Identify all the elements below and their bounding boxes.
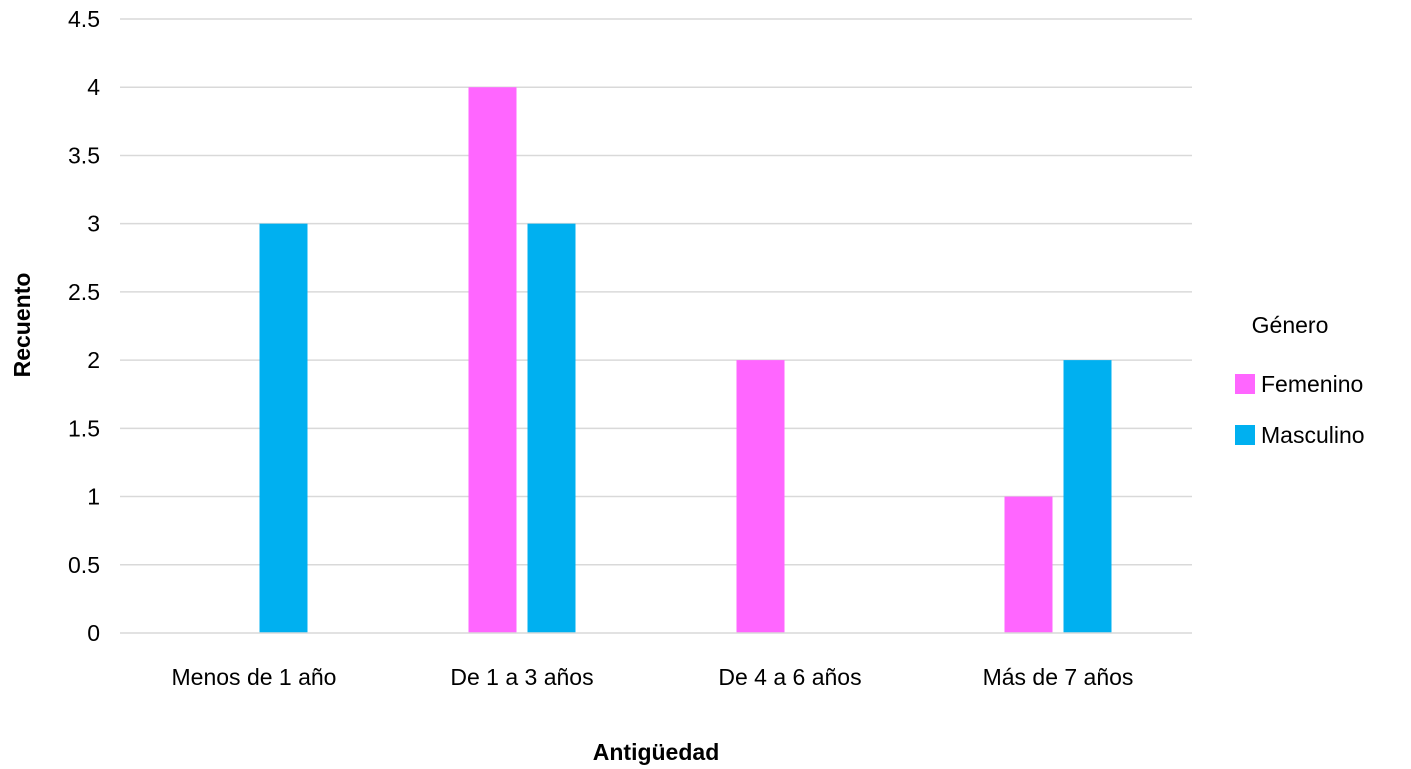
x-tick-label: Más de 7 años: [983, 664, 1134, 690]
legend-label-masculino: Masculino: [1261, 422, 1365, 448]
y-tick-label: 3.5: [68, 142, 100, 168]
legend-title: Género: [1252, 312, 1329, 338]
y-axis-ticks: 0 0.5 1 1.5 2 2.5 3 3.5 4 4.5: [68, 6, 100, 646]
legend-swatch-masculino: [1235, 425, 1255, 445]
y-tick-label: 2: [87, 347, 100, 373]
x-axis-title: Antigüedad: [593, 739, 720, 765]
y-tick-label: 3: [87, 211, 100, 237]
bars: [259, 87, 1112, 633]
legend: Género Femenino Masculino: [1235, 312, 1365, 448]
y-tick-label: 1: [87, 484, 100, 510]
legend-swatch-femenino: [1235, 374, 1255, 394]
x-axis-ticks: Menos de 1 año De 1 a 3 años De 4 a 6 años…: [172, 664, 1134, 690]
y-tick-label: 1.5: [68, 415, 100, 441]
y-tick-label: 0: [87, 620, 100, 646]
y-tick-label: 2.5: [68, 279, 100, 305]
bar-masculino: [1063, 360, 1112, 633]
y-tick-label: 4.5: [68, 6, 100, 32]
x-tick-label: Menos de 1 año: [172, 664, 337, 690]
y-tick-label: 0.5: [68, 552, 100, 578]
x-tick-label: De 1 a 3 años: [450, 664, 593, 690]
y-tick-label: 4: [87, 74, 100, 100]
legend-label-femenino: Femenino: [1261, 371, 1363, 397]
bar-masculino: [527, 223, 576, 633]
bar-femenino: [736, 360, 785, 633]
bar-femenino: [468, 87, 517, 633]
y-axis-title: Recuento: [9, 273, 35, 378]
bar-femenino: [1004, 496, 1053, 633]
bar-masculino: [259, 223, 308, 633]
x-tick-label: De 4 a 6 años: [718, 664, 861, 690]
